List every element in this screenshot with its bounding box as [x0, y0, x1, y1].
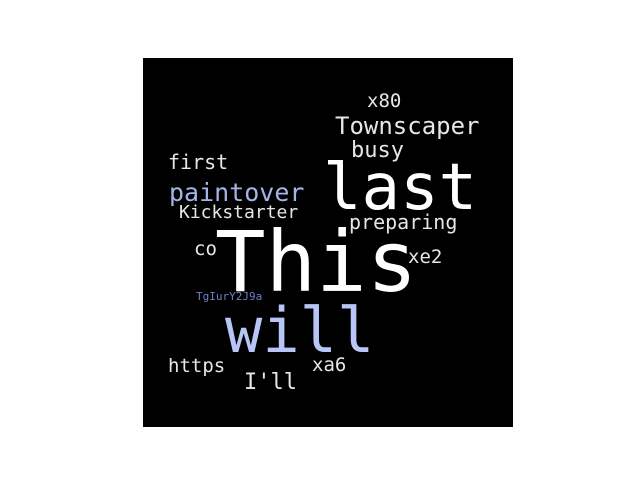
word-first: first: [168, 150, 229, 174]
word-cloud: This last will Townscaper paintover busy…: [143, 58, 513, 427]
word-townscaper: Townscaper: [335, 112, 480, 140]
word-https: https: [168, 355, 226, 377]
word-paintover: paintover: [169, 178, 305, 207]
word-x80: x80: [367, 90, 402, 112]
word-last: last: [323, 151, 478, 225]
word-this: This: [215, 213, 418, 311]
word-tglur: TgIurY2J9a: [196, 290, 263, 303]
word-will: will: [225, 294, 375, 367]
word-xe2: xe2: [408, 246, 443, 268]
word-busy: busy: [351, 138, 404, 163]
word-co: co: [194, 238, 217, 260]
word-kickstarter: Kickstarter: [179, 202, 299, 223]
word-xa6: xa6: [312, 354, 347, 376]
word-ill: I'll: [244, 370, 297, 395]
word-preparing: preparing: [349, 210, 458, 234]
